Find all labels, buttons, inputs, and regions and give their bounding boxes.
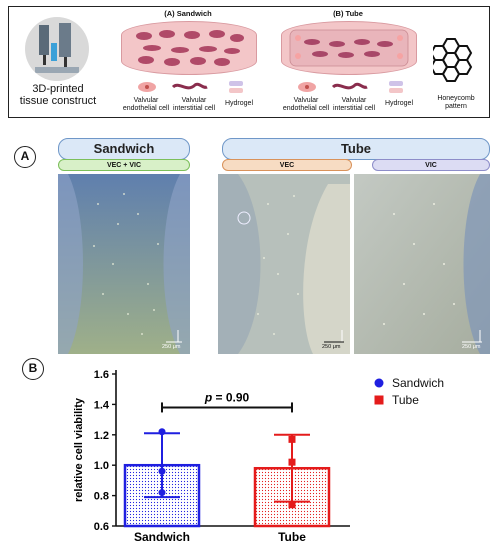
data-point — [288, 435, 296, 443]
micrograph-sandwich: 250 μm — [58, 174, 190, 354]
micrograph-tube-vic-image — [354, 174, 490, 354]
legend-hydrogel-b: Hydrogel — [384, 100, 413, 107]
micrograph-sandwich-image — [58, 174, 190, 354]
printer-icon — [35, 23, 79, 73]
y-tick-label: 1.0 — [94, 460, 109, 472]
micrograph-tube-vec: 250 μm — [218, 174, 350, 354]
data-point — [158, 467, 166, 475]
legend-item-sandwich: Sandwich — [372, 376, 444, 390]
y-tick-label: 1.4 — [94, 399, 110, 411]
tube-vic-subheader: VIC — [372, 159, 490, 171]
chart-legend: Sandwich Tube — [372, 376, 444, 407]
scalebar-label-2: 250 μm — [322, 344, 341, 350]
viability-chart: 0.6 0.8 1.0 1.2 1.4 1.6 relative cell viabilit… — [73, 369, 350, 544]
data-point — [288, 501, 296, 509]
y-tick-label: 1.2 — [94, 430, 109, 442]
sandwich-subheader: VEC + VIC — [58, 159, 190, 171]
sandwich-schematic-title: (A) Sandwich — [164, 9, 212, 18]
x-tick-label: Sandwich — [134, 530, 190, 544]
legend-circle-icon — [374, 378, 384, 388]
sandwich-dish — [121, 21, 257, 75]
tube-cells-icon — [289, 29, 409, 67]
honeycomb-icon — [433, 38, 473, 82]
sandwich-cells-icon — [136, 30, 244, 66]
y-tick-label: 0.8 — [94, 491, 109, 503]
tube-schematic-title: (B) Tube — [333, 9, 363, 18]
micrograph-tube-vec-image — [218, 174, 350, 354]
tube-dish — [281, 21, 417, 75]
legend-square-icon — [374, 395, 384, 405]
legend-honeycomb: Honeycomb pattern — [437, 95, 475, 110]
y-axis-label: relative cell viability — [73, 397, 85, 502]
legend-label-tube: Tube — [392, 393, 419, 407]
legend-item-tube: Tube — [372, 393, 444, 407]
panel-b-label: B — [22, 358, 44, 380]
tube-header: Tube — [222, 138, 490, 160]
schematic-panel: 3D-printed tissue construct (A) Sandwich… — [8, 6, 490, 118]
p-value-annotation: p = 0.90 — [204, 390, 250, 404]
legend-vec-b: Valvular endothelial cell — [282, 97, 330, 112]
panel-a-label: A — [14, 146, 36, 168]
y-tick-label: 1.6 — [94, 369, 109, 381]
micrograph-tube-vic: 250 μm — [354, 174, 490, 354]
data-point — [158, 428, 166, 436]
printer-label: 3D-printed tissue construct — [19, 83, 97, 107]
scalebar-label-1: 250 μm — [162, 344, 181, 350]
printer-illustration — [25, 17, 89, 81]
tube-legend-icons — [298, 81, 403, 93]
legend-vec-a: Valvular endothelial cell — [122, 97, 170, 112]
data-point — [158, 489, 166, 497]
legend-label-sandwich: Sandwich — [392, 376, 445, 390]
sandwich-header: Sandwich — [58, 138, 190, 160]
y-tick-label: 0.6 — [94, 521, 109, 533]
legend-vic-b: Valvular interstitial cell — [332, 97, 375, 112]
tube-vec-subheader: VEC — [222, 159, 352, 171]
legend-vic-a: Valvular interstitial cell — [172, 97, 215, 112]
legend-hydrogel-a: Hydrogel — [224, 100, 253, 107]
sandwich-legend-icons — [138, 81, 243, 93]
scalebar-label-3: 250 μm — [462, 344, 481, 350]
x-tick-label: Tube — [278, 530, 306, 544]
data-point — [288, 458, 296, 466]
